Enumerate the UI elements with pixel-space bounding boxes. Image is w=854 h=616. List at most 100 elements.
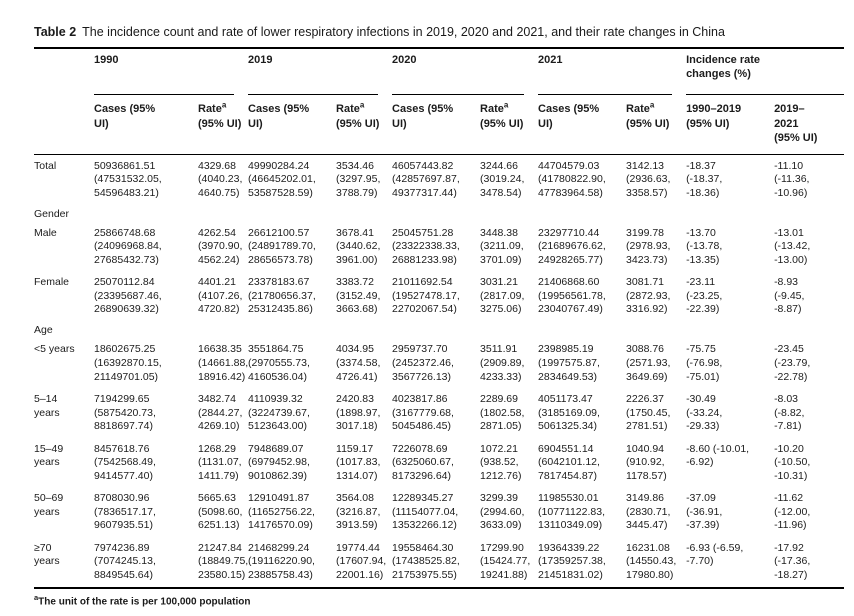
data-cell: 2398985.19 (1997575.87, 2834649.53) (538, 343, 600, 383)
table-row: 50–69 years 8708030.96 (7836517.17, 96079… (34, 488, 844, 538)
data-cell: 3199.78 (2978.93, 3423.73) (626, 226, 671, 266)
data-cell: 21247.84 (18849.75, 23580.15) (198, 541, 249, 581)
data-cell: 3448.38 (3211.09, 3701.09) (480, 226, 524, 266)
data-cell: 23378183.67 (21780656.37, 25312435.86) (248, 276, 316, 316)
data-cell: -8.60 (-10.01, -6.92) (686, 442, 750, 469)
table-title: Table 2 The incidence count and rate of l… (34, 24, 846, 40)
table-row: 15–49 years 8457618.76 (7542568.49, 94145… (34, 438, 844, 488)
table-caption: The incidence count and rate of lower re… (82, 25, 725, 39)
group-underline (392, 94, 525, 96)
col-cases-1990: Cases (95% UI) (94, 95, 198, 156)
data-cell: 50936861.51 (47531532.05, 54596483.21) (94, 159, 162, 199)
corner-cell (34, 48, 94, 95)
data-cell: 19558464.30 (17438525.82, 21753975.55) (392, 541, 460, 581)
data-cell: 7226078.69 (6325060.67, 8173296.64) (392, 442, 454, 482)
footnote-text: The unit of the rate is per 100,000 popu… (38, 596, 251, 608)
group-underline (94, 94, 235, 96)
footnote-marker: a (34, 592, 39, 602)
data-cell: 16231.08 (14550.43, 17980.80) (626, 541, 677, 581)
col-rate-1990: Ratea (95% UI) (198, 95, 249, 156)
table-number: Table 2 (34, 25, 77, 39)
data-cell: 1072.21 (938.52, 1212.76) (480, 442, 522, 482)
data-cell: -18.37 (-18.37, -18.36) (686, 159, 723, 199)
data-cell: -11.10 (-11.36, -10.96) (774, 159, 810, 199)
data-cell: 25045751.28 (23322338.33, 26881233.98) (392, 226, 460, 266)
data-cell: -11.62 (-12.00, -11.96) (774, 492, 811, 532)
section-row: Gender (34, 205, 844, 223)
data-cell: 4262.54 (3970.90, 4562.24) (198, 226, 243, 266)
data-cell: 19364339.22 (17359257.38, 21451831.02) (538, 541, 606, 581)
data-cell (686, 321, 774, 339)
data-cell: 12910491.87 (11652756.22, 14176570.09) (248, 492, 315, 532)
data-cell: 3564.08 (3216.87, 3913.59) (336, 492, 381, 532)
table-row: <5 years 18602675.25 (16392870.15, 211497… (34, 339, 844, 389)
data-cell (774, 321, 844, 339)
data-cell (774, 205, 844, 223)
year-header-row: 1990 2019 2020 2021 Incidence rate chang… (34, 48, 845, 96)
data-cell: 21406868.60 (19956561.78, 23040767.49) (538, 276, 606, 316)
data-cell (336, 205, 392, 223)
group-underline (248, 94, 379, 96)
data-cell (198, 321, 248, 339)
data-cell (480, 321, 538, 339)
data-cell: 1040.94 (910.92, 1178.57) (626, 442, 667, 482)
row-label: Age (34, 324, 53, 337)
section-row: Age (34, 321, 844, 339)
row-label: 15–49 years (34, 442, 64, 469)
data-cell: 7948689.07 (6979452.98, 9010862.39) (248, 442, 310, 482)
data-cell: -10.20 (-10.50, -10.31) (774, 442, 811, 482)
table-body: Total 50936861.51 (47531532.05, 54596483.… (34, 155, 844, 588)
data-cell: 2420.83 (1898.97, 3017.18) (336, 393, 381, 433)
year-group-2021: 2021 (538, 48, 686, 96)
table-row: Total 50936861.51 (47531532.05, 54596483.… (34, 155, 844, 205)
data-cell: -75.75 (-76.98, -75.01) (686, 343, 723, 383)
data-cell: 3678.41 (3440.62, 3961.00) (336, 226, 381, 266)
row-label: Female (34, 276, 70, 289)
data-cell (626, 321, 686, 339)
data-cell (538, 321, 626, 339)
data-cell: 16638.35 (14661.88, 18916.42) (198, 343, 249, 383)
data-cell: -8.03 (-8.82, -7.81) (774, 393, 805, 433)
data-cell: 19774.44 (17607.94, 22001.16) (336, 541, 387, 581)
data-cell: 1159.17 (1017.83, 1314.07) (336, 442, 381, 482)
data-cell: 44704579.03 (41780822.90, 47783964.58) (538, 159, 606, 199)
data-cell (94, 321, 198, 339)
data-cell: 5665.63 (5098.60, 6251.13) (198, 492, 243, 532)
data-cell: 3088.76 (2571.93, 3649.69) (626, 343, 671, 383)
table-row: Male 25866748.68 (24096968.84, 27685432.7… (34, 222, 844, 272)
data-cell: -23.11 (-23.25, -22.39) (686, 276, 723, 316)
data-cell: 4401.21 (4107.26, 4720.82) (198, 276, 243, 316)
data-cell: 3299.39 (2994.60, 3633.09) (480, 492, 525, 532)
data-cell (392, 205, 480, 223)
row-label: Male (34, 226, 57, 239)
data-cell: -13.70 (-13.78, -13.35) (686, 226, 723, 266)
data-cell (480, 205, 538, 223)
data-cell: 49990284.24 (46645202.01, 53587528.59) (248, 159, 316, 199)
data-cell: 3081.71 (2872.93, 3316.92) (626, 276, 671, 316)
group-underline (686, 94, 845, 96)
table-footnote: aThe unit of the rate is per 100,000 pop… (34, 593, 846, 607)
group-underline (538, 94, 673, 96)
data-cell: 4329.68 (4040.23, 4640.75) (198, 159, 243, 199)
data-cell: 11985530.01 (10771122.83, 13110349.09) (538, 492, 605, 532)
data-cell: 23297710.44 (21689676.62, 24928265.77) (538, 226, 606, 266)
data-cell: 3482.74 (2844.27, 4269.10) (198, 393, 243, 433)
col-change-2019-2021: 2019– 2021 (95% UI) (774, 95, 845, 156)
data-cell: 3244.66 (3019.24, 3478.54) (480, 159, 525, 199)
data-cell: 21011692.54 (19527478.17, 22702067.54) (392, 276, 460, 316)
data-cell: 8708030.96 (7836517.17, 9607935.51) (94, 492, 156, 532)
data-cell: 4023817.86 (3167779.68, 5045486.45) (392, 393, 454, 433)
row-label: Gender (34, 207, 70, 220)
data-cell: 21468299.24 (19116220.90, 23885758.43) (248, 541, 315, 581)
data-cell: 7194299.65 (5875420.73, 8818697.74) (94, 393, 156, 433)
data-cell: -17.92 (-17.36, -18.27) (774, 541, 811, 581)
data-cell (336, 321, 392, 339)
table-row: ≥70 years 7974236.89 (7074245.13, 8849545… (34, 537, 844, 588)
data-cell: 2226.37 (1750.45, 2781.51) (626, 393, 671, 433)
data-cell: 26612100.57 (24891789.70, 28656573.78) (248, 226, 316, 266)
data-cell (94, 205, 198, 223)
data-cell: 3031.21 (2817.09, 3275.06) (480, 276, 525, 316)
data-cell: -30.49 (-33.24, -29.33) (686, 393, 723, 433)
data-cell: -8.93 (-9.45, -8.87) (774, 276, 805, 316)
